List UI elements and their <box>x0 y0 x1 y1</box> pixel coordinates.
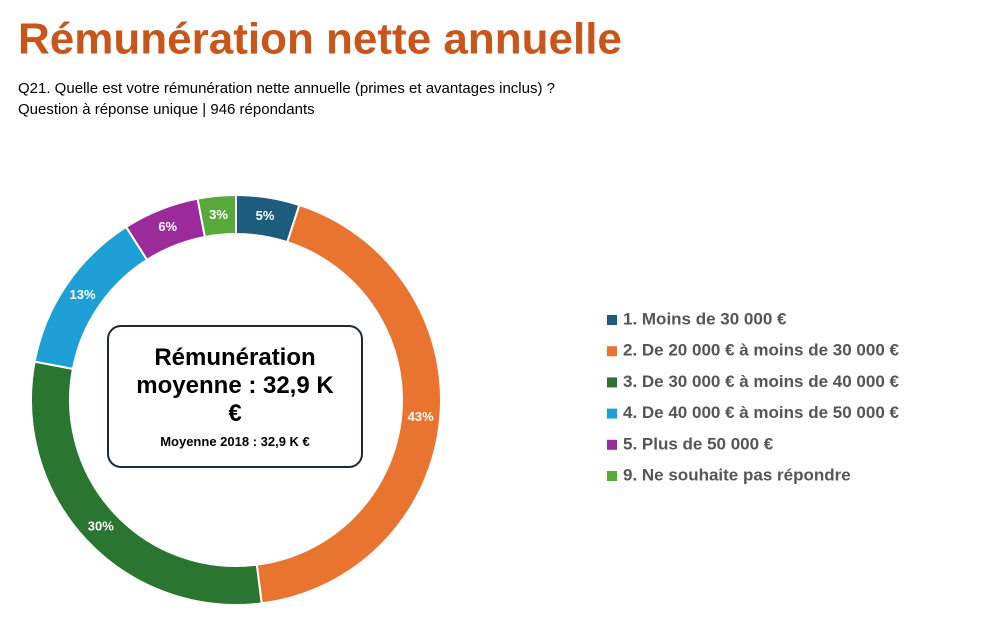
chart-title: Rémunération nette annuelle <box>18 15 622 64</box>
legend-label: 3. De 30 000 € à moins de 40 000 € <box>623 372 899 391</box>
center-text: Rémunération moyenne : 32,9 K € <box>136 344 334 427</box>
data-label: 30% <box>88 518 114 533</box>
data-label: 5% <box>256 208 275 223</box>
legend-label: 5. Plus de 50 000 € <box>623 434 774 453</box>
legend-swatch <box>607 471 617 481</box>
chart-subtitle: Q21. Quelle est votre rémunération nette… <box>18 80 555 97</box>
legend-swatch <box>607 408 617 419</box>
legend-label: 2. De 20 000 € à moins de 30 000 € <box>623 341 899 360</box>
data-label: 6% <box>158 219 177 234</box>
legend-swatch <box>607 315 617 325</box>
chart-note: Question à réponse unique | 946 répondan… <box>18 101 315 118</box>
data-label: 43% <box>408 409 434 424</box>
data-label: 3% <box>209 207 228 222</box>
donut-segment <box>255 203 442 605</box>
legend-swatch <box>607 439 617 450</box>
center-box: Rémunération moyenne : 32,9 K € Moyenne … <box>107 325 363 468</box>
legend-label: 9. Ne souhaite pas répondre <box>623 465 851 484</box>
donut-segment <box>196 193 237 239</box>
data-label: 13% <box>70 287 96 302</box>
center-note: Moyenne 2018 : 32,9 K € <box>160 434 310 449</box>
legend-label: 1. Moins de 30 000 € <box>623 309 787 328</box>
legend-swatch <box>607 377 617 388</box>
legend-swatch <box>607 346 617 357</box>
legend-label: 4. De 40 000 € à moins de 50 000 € <box>623 403 899 422</box>
